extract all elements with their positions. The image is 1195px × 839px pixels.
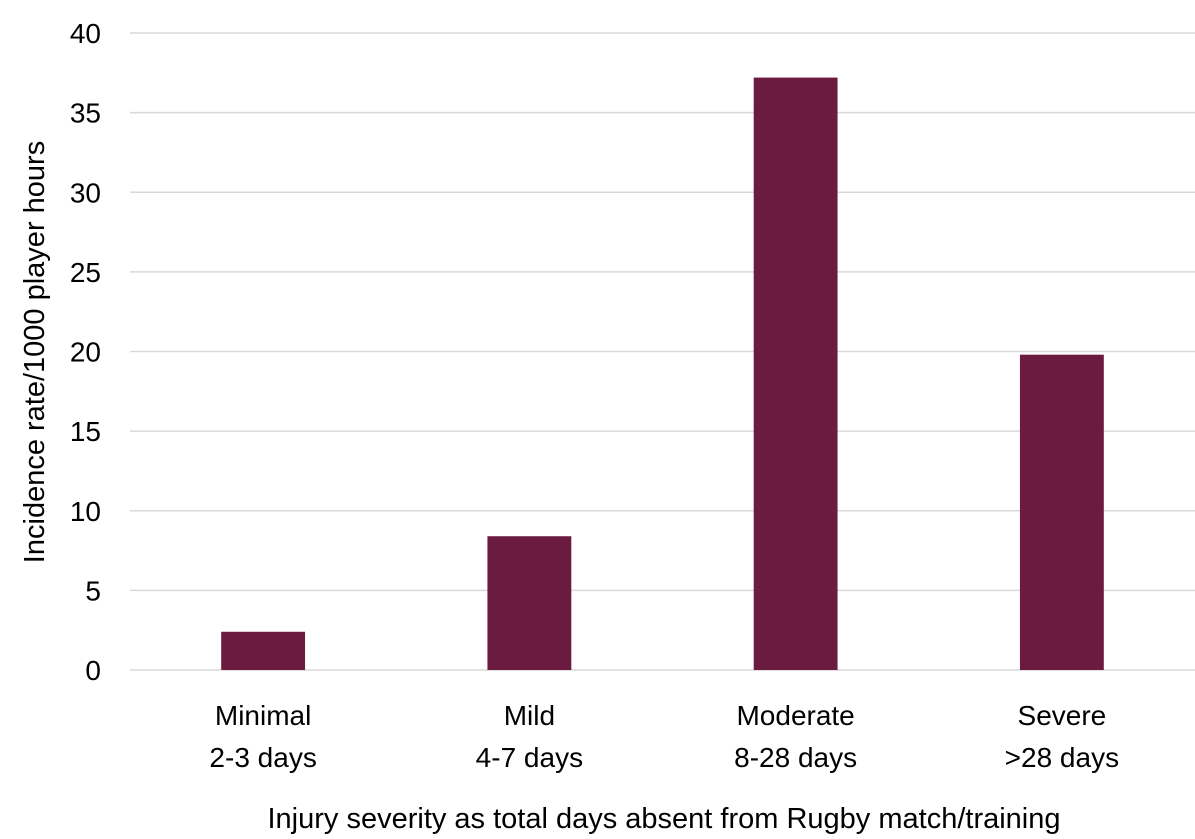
y-tick-label: 40 xyxy=(70,18,101,49)
y-tick-label: 35 xyxy=(70,98,101,129)
y-tick-label: 25 xyxy=(70,257,101,288)
x-tick-label: Mild xyxy=(504,700,555,731)
y-tick-label: 5 xyxy=(85,575,101,606)
x-tick-label: Severe xyxy=(1018,700,1107,731)
x-tick-label: 8-28 days xyxy=(734,742,857,773)
x-tick-label: >28 days xyxy=(1005,742,1119,773)
x-axis-ticks: Minimal 2-3 days Mild 4-7 days Moderate 8-28 … xyxy=(209,700,1119,773)
y-tick-label: 15 xyxy=(70,416,101,447)
bar xyxy=(1019,354,1104,670)
x-tick-label: 2-3 days xyxy=(209,742,316,773)
y-tick-label: 10 xyxy=(70,496,101,527)
x-tick-label: 4-7 days xyxy=(476,742,583,773)
y-tick-label: 20 xyxy=(70,337,101,368)
x-tick-label: Minimal xyxy=(215,700,311,731)
y-tick-label: 30 xyxy=(70,177,101,208)
bar xyxy=(753,77,838,671)
gridlines xyxy=(130,32,1195,671)
bar xyxy=(221,631,306,670)
bar xyxy=(487,536,572,670)
bars xyxy=(221,77,1104,671)
y-tick-label: 0 xyxy=(85,655,101,686)
x-axis-label: Injury severity as total days absent fro… xyxy=(267,803,1060,834)
y-axis-ticks: 0 5 10 15 20 25 30 35 40 xyxy=(70,18,101,686)
y-axis-label: Incidence rate/1000 player hours xyxy=(19,141,51,563)
x-tick-label: Moderate xyxy=(736,700,854,731)
